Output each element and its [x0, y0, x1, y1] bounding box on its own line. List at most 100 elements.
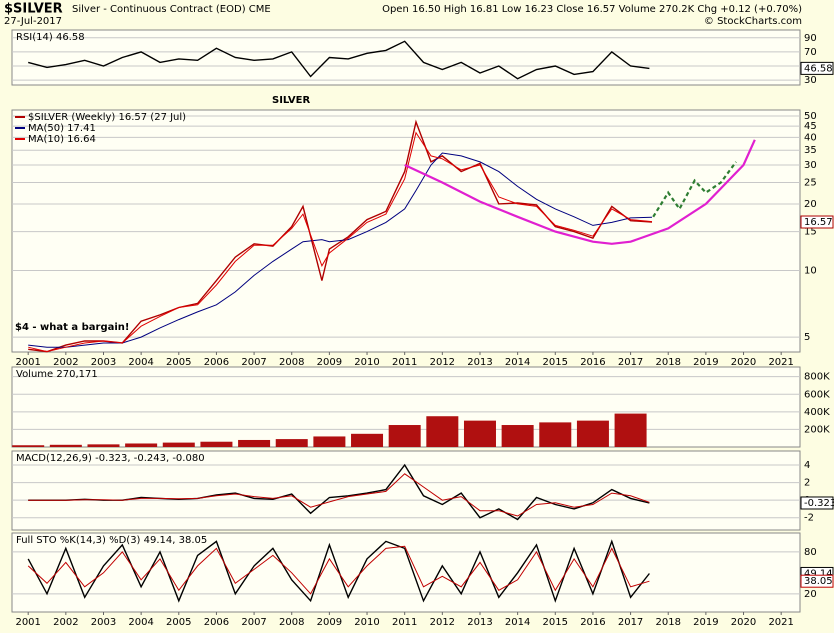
x-tick-label: 2009 [317, 617, 342, 628]
x-tick-label: 2010 [354, 357, 379, 368]
legend-label: $SILVER (Weekly) 16.57 (27 Jul) [28, 112, 186, 123]
series-line [28, 152, 653, 348]
x-tick-label: 2020 [731, 617, 756, 628]
y-tick-label: 50 [804, 111, 817, 122]
y-tick-label: 90 [804, 33, 817, 44]
value-tag: 38.05 [804, 576, 833, 587]
y-tick-label: 10 [804, 266, 817, 277]
y-tick-label: 35 [804, 145, 817, 156]
y-tick-label: 25 [804, 178, 817, 189]
bar [388, 425, 421, 447]
x-tick-label: 2012 [430, 357, 455, 368]
y-tick-label: 20 [804, 199, 817, 210]
x-tick-label: 2004 [128, 617, 153, 628]
panel-title: RSI(14) 46.58 [16, 32, 85, 43]
x-tick-label: 2001 [15, 357, 40, 368]
x-tick-label: 2011 [392, 617, 417, 628]
y-tick-label: 30 [804, 75, 817, 86]
bar [576, 420, 609, 447]
description: Silver - Continuous Contract (EOD) CME [72, 4, 271, 15]
x-tick-label: 2007 [241, 357, 266, 368]
panel-title: MACD(12,26,9) -0.323, -0.243, -0.080 [16, 453, 205, 464]
y-tick-label: 200K [804, 424, 830, 435]
y-tick-label: 800K [804, 372, 830, 383]
value-tag-box [800, 496, 834, 510]
x-tick-label: 2013 [467, 617, 492, 628]
x-tick-label: 2021 [768, 357, 793, 368]
x-tick-label: 2017 [618, 617, 643, 628]
value-tag-box [800, 61, 834, 75]
drawn-line [652, 161, 737, 218]
x-tick-label: 2005 [166, 357, 191, 368]
bar [87, 444, 120, 447]
bar [200, 441, 233, 447]
legend-label: MA(50) 17.41 [28, 123, 96, 134]
bar [49, 444, 82, 447]
x-tick-label: 2018 [656, 617, 681, 628]
y-tick-label: 70 [804, 47, 817, 58]
x-tick-label: 2015 [543, 617, 568, 628]
series-line [27, 545, 650, 595]
y-tick-label: 80 [804, 547, 817, 558]
x-tick-label: 2005 [166, 617, 191, 628]
x-tick-label: 2016 [580, 617, 605, 628]
annotation: $4 - what a bargain! [15, 322, 129, 333]
y-tick-label: 45 [804, 121, 817, 132]
y-tick-label: 15 [804, 227, 817, 238]
panel [11, 532, 801, 613]
panel [11, 450, 801, 531]
y-tick-label: 40 [804, 132, 817, 143]
x-tick-label: 2021 [768, 617, 793, 628]
x-tick-label: 2009 [317, 357, 342, 368]
bar [351, 433, 384, 447]
x-tick-label: 2008 [279, 357, 304, 368]
x-tick-label: 2002 [53, 357, 78, 368]
symbol: $SILVER [4, 2, 63, 17]
value-tag-box [800, 215, 834, 229]
y-tick-label: 400K [804, 407, 830, 418]
x-tick-label: 2003 [91, 357, 116, 368]
bar [426, 416, 459, 447]
value-tag: 16.57 [804, 217, 833, 228]
x-tick-label: 2018 [656, 357, 681, 368]
x-tick-label: 2002 [53, 617, 78, 628]
bar [275, 439, 308, 447]
series-line [28, 119, 653, 353]
x-tick-label: 2010 [354, 617, 379, 628]
x-tick-label: 2007 [241, 617, 266, 628]
x-tick-label: 2004 [128, 357, 153, 368]
series-line [28, 473, 650, 517]
x-tick-label: 2013 [467, 357, 492, 368]
x-tick-label: 2006 [204, 357, 229, 368]
x-tick-label: 2014 [505, 357, 530, 368]
annotation: SILVER [272, 95, 310, 106]
y-tick-label: 20 [804, 589, 817, 600]
series-line [28, 131, 653, 353]
bar [463, 420, 496, 447]
x-tick-label: 2014 [505, 617, 530, 628]
y-tick-label: 5 [804, 332, 810, 343]
value-tag: 49.14 [804, 568, 833, 579]
bar [614, 413, 647, 447]
x-tick-label: 2011 [392, 357, 417, 368]
x-tick-label: 2020 [731, 357, 756, 368]
bar [539, 422, 572, 447]
bar [125, 443, 158, 447]
credit: © StockCharts.com [704, 16, 802, 27]
x-tick-label: 2017 [618, 357, 643, 368]
x-tick-label: 2006 [204, 617, 229, 628]
y-tick-label: 600K [804, 389, 830, 400]
y-tick-label: 4 [804, 460, 810, 471]
quote: Open 16.50 High 16.81 Low 16.23 Close 16… [382, 4, 802, 15]
series-line [28, 40, 650, 80]
bar [238, 439, 271, 447]
x-tick-label: 2016 [580, 357, 605, 368]
x-tick-label: 2003 [91, 617, 116, 628]
panel-title: Volume 270,171 [16, 369, 98, 380]
x-tick-label: 2012 [430, 617, 455, 628]
x-tick-label: 2019 [693, 617, 718, 628]
value-tag-box [800, 574, 834, 588]
panel [11, 109, 801, 353]
x-tick-label: 2008 [279, 617, 304, 628]
